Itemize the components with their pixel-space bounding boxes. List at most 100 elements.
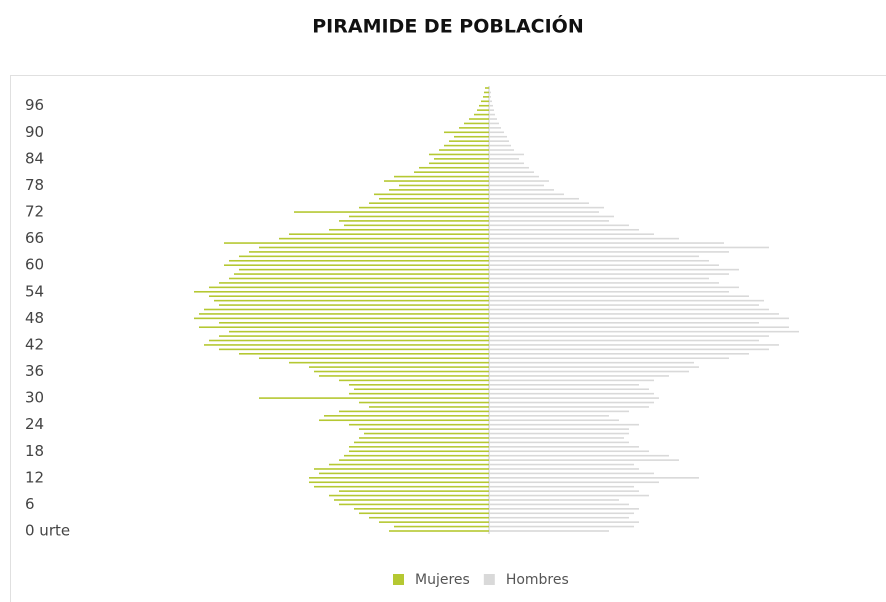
bar	[314, 468, 489, 470]
bar	[489, 450, 649, 453]
bar	[339, 220, 489, 222]
bar	[489, 153, 524, 156]
bar	[489, 131, 504, 134]
bar	[434, 158, 489, 160]
bar	[489, 109, 494, 111]
bar	[489, 264, 719, 266]
bar	[219, 304, 489, 306]
bar	[439, 149, 489, 151]
bar	[194, 317, 489, 320]
bar	[489, 326, 789, 329]
bar	[324, 415, 489, 417]
bar	[489, 353, 749, 355]
bar	[489, 454, 669, 457]
bar	[349, 215, 489, 218]
bar	[483, 96, 489, 98]
y-tick-label: 42	[25, 335, 44, 353]
y-tick-label: 30	[25, 389, 44, 407]
bar	[489, 512, 634, 515]
bar	[489, 91, 491, 94]
bar	[489, 158, 519, 160]
bar	[369, 516, 489, 519]
bar	[489, 525, 634, 528]
bar	[429, 162, 489, 165]
bar	[489, 118, 497, 120]
bar	[349, 392, 489, 395]
bar	[489, 259, 709, 262]
bar	[379, 197, 489, 200]
bar	[444, 144, 489, 147]
bar	[329, 228, 489, 231]
bar	[489, 171, 534, 173]
bar	[489, 446, 639, 448]
bar	[489, 335, 769, 337]
y-tick-label: 12	[25, 468, 44, 486]
bar	[489, 459, 679, 461]
bar	[489, 162, 524, 165]
bar	[489, 175, 539, 178]
bar	[314, 370, 489, 373]
bar	[489, 490, 639, 492]
bar	[489, 463, 634, 466]
bar	[477, 109, 489, 111]
bar	[279, 237, 489, 240]
bar	[414, 171, 489, 173]
bar	[369, 406, 489, 408]
bar	[429, 153, 489, 156]
bar	[469, 118, 489, 120]
bar	[464, 122, 489, 125]
bar	[349, 384, 489, 386]
bar	[374, 193, 489, 196]
bar	[449, 140, 489, 142]
y-tick-label: 36	[25, 362, 44, 380]
bar	[489, 197, 579, 200]
bar	[199, 313, 489, 315]
bar	[489, 472, 654, 475]
bar	[479, 104, 489, 107]
y-tick-label: 6	[25, 495, 35, 513]
bar	[489, 406, 649, 408]
bar	[224, 242, 489, 244]
bar	[369, 202, 489, 204]
bar	[419, 166, 489, 169]
bar	[489, 499, 619, 501]
bar	[309, 477, 489, 479]
bar	[489, 166, 529, 169]
bar	[489, 100, 492, 103]
bar	[489, 104, 493, 107]
bar	[359, 428, 489, 430]
bar	[229, 259, 489, 262]
bar	[394, 175, 489, 178]
bar	[489, 321, 759, 324]
bar	[354, 441, 489, 444]
bar	[459, 127, 489, 129]
bar	[489, 401, 654, 404]
bar	[489, 432, 629, 435]
bar	[354, 508, 489, 510]
bar	[489, 237, 679, 240]
y-tick-label: 60	[25, 256, 44, 274]
bar	[319, 472, 489, 475]
bar	[489, 268, 739, 271]
bar	[489, 304, 759, 306]
legend-label: Hombres	[506, 572, 569, 588]
bar	[339, 503, 489, 506]
bar	[359, 206, 489, 209]
bar	[359, 401, 489, 404]
bar	[489, 242, 724, 244]
bar	[224, 264, 489, 266]
bar	[474, 113, 489, 116]
bar	[229, 277, 489, 280]
plot-frame	[10, 75, 886, 602]
bar	[379, 521, 489, 523]
bar	[489, 299, 764, 302]
bar	[489, 202, 589, 204]
bar	[489, 485, 634, 488]
bar	[399, 184, 489, 187]
bar	[489, 206, 604, 209]
bar	[489, 375, 669, 377]
bar	[339, 379, 489, 382]
bar	[489, 410, 629, 413]
bar	[339, 490, 489, 492]
bar	[481, 100, 489, 103]
